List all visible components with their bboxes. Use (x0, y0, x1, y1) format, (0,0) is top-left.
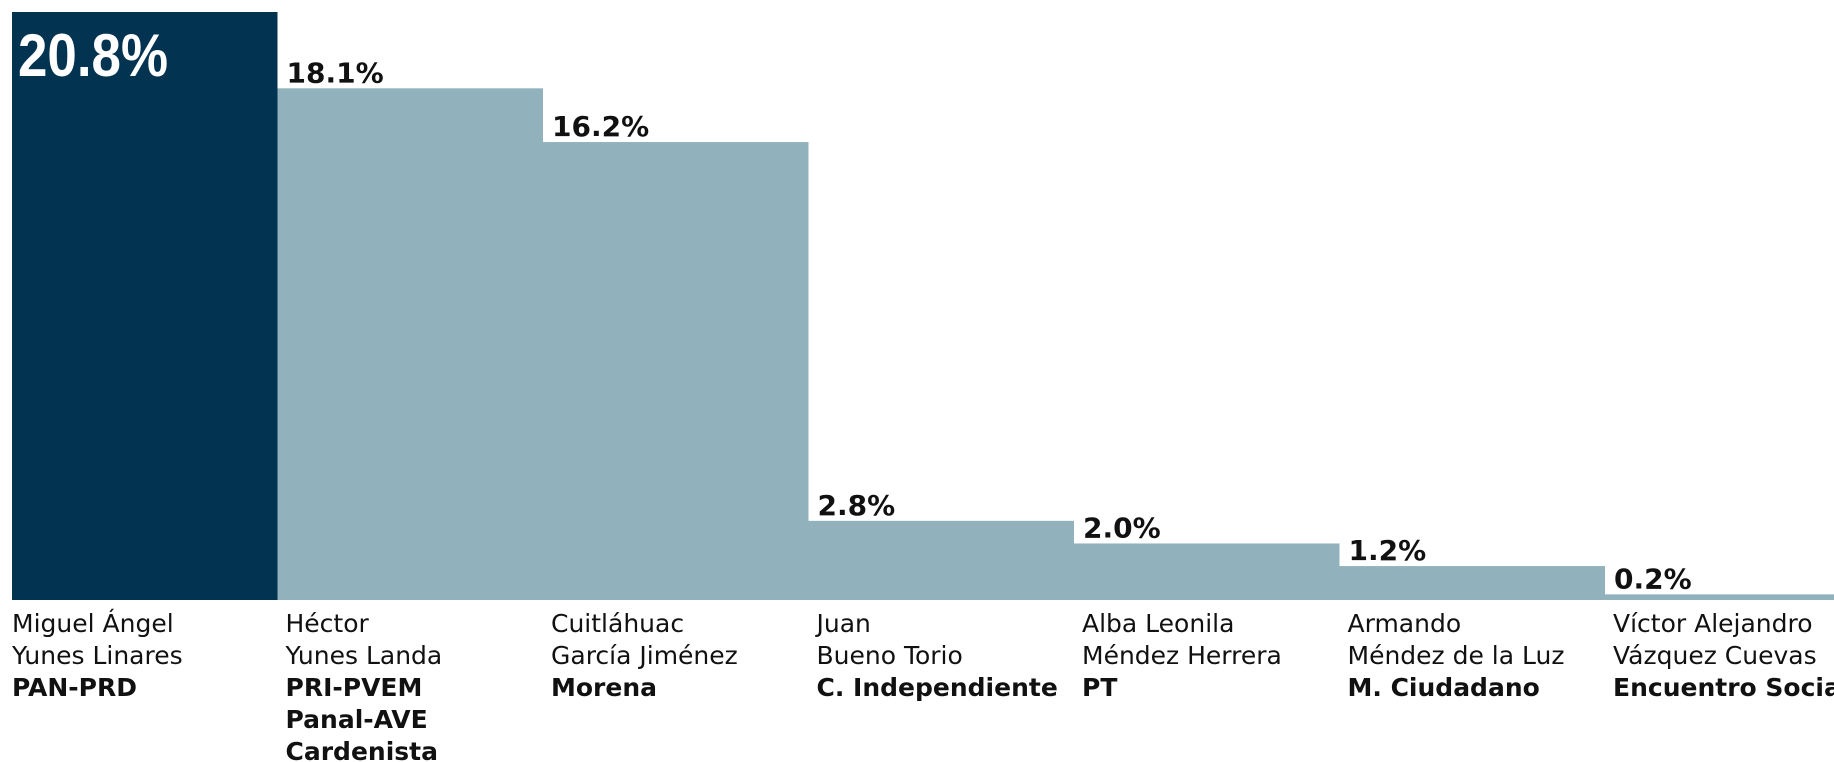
candidate-name: Juan (815, 609, 871, 638)
candidate-name: Méndez de la Luz (1348, 641, 1565, 670)
value-label: 1.2% (1349, 534, 1427, 567)
value-label: 2.0% (1083, 511, 1161, 544)
candidate-name: Héctor (286, 609, 370, 638)
candidate-name: García Jiménez (551, 641, 738, 670)
party-name: Encuentro Social (1613, 673, 1834, 702)
bar (1605, 594, 1834, 600)
party-name: PRI-PVEM (286, 673, 423, 702)
party-name: Panal-AVE (286, 705, 428, 734)
candidate-name: Vázquez Cuevas (1613, 641, 1817, 670)
candidate-name: Armando (1348, 609, 1462, 638)
party-name: Cardenista (286, 737, 438, 762)
value-label: 20.8% (18, 22, 168, 89)
bar (277, 88, 543, 601)
candidate-name: Miguel Ángel (12, 609, 174, 638)
candidate-name: Alba Leonila (1082, 609, 1234, 638)
value-label: 2.8% (818, 489, 896, 522)
party-name: M. Ciudadano (1348, 673, 1540, 702)
candidate-name: Cuitláhuac (551, 609, 684, 638)
bar (1074, 543, 1340, 600)
value-label: 0.2% (1614, 562, 1692, 595)
candidate-name: Yunes Linares (11, 641, 183, 670)
candidate-name: Yunes Landa (285, 641, 443, 670)
bar (543, 142, 809, 601)
bar (12, 12, 278, 600)
party-name: PAN-PRD (12, 673, 137, 702)
candidate-name: Bueno Torio (817, 641, 963, 670)
party-name: PT (1082, 673, 1117, 702)
candidate-name: Méndez Herrera (1082, 641, 1282, 670)
party-name: Morena (551, 673, 657, 702)
bar (808, 520, 1074, 600)
party-name: C. Independiente (817, 673, 1058, 702)
value-label: 18.1% (287, 56, 384, 89)
value-label: 16.2% (552, 110, 649, 143)
bar (1339, 566, 1605, 600)
candidate-name: Víctor Alejandro (1613, 609, 1813, 638)
